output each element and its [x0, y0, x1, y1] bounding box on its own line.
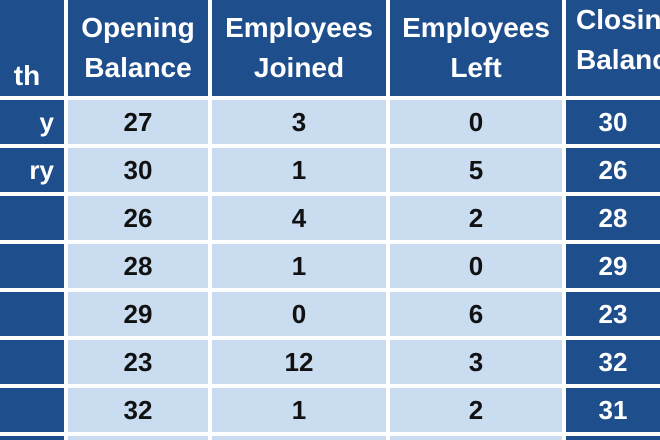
header-month-label: th — [13, 60, 41, 91]
header-closing-line1: Closin — [576, 4, 660, 35]
opening-balance-cell: 23 — [68, 340, 208, 384]
employees-left-cell: 2 — [390, 196, 562, 240]
employees-joined-cell-value: 4 — [291, 202, 307, 233]
opening-balance-cell-value: 28 — [123, 250, 153, 281]
employees-joined-cell: 0 — [212, 292, 386, 336]
employees-joined-cell: 3 — [212, 100, 386, 144]
employees-left-cell: 3 — [390, 340, 562, 384]
closing-balance-cell: 32 — [566, 340, 660, 384]
opening-balance-cell: 29 — [68, 292, 208, 336]
table-row-partial — [68, 436, 208, 440]
closing-balance-cell: 30 — [566, 100, 660, 144]
employees-joined-cell-value: 1 — [291, 154, 307, 185]
employees-left-cell-value: 2 — [468, 202, 484, 233]
opening-balance-cell-value: 30 — [123, 154, 153, 185]
employees-left-cell: 2 — [390, 388, 562, 432]
employees-left-cell-value: 0 — [468, 106, 484, 137]
header-joined-line2: Joined — [253, 52, 345, 83]
employees-left-cell-value: 5 — [468, 154, 484, 185]
employees-joined-cell: 4 — [212, 196, 386, 240]
employees-joined-cell: 12 — [212, 340, 386, 384]
employees-joined-cell-value: 0 — [291, 298, 307, 329]
month-cell — [0, 388, 64, 432]
employees-left-cell-value: 0 — [468, 250, 484, 281]
closing-balance-cell-value: 31 — [598, 394, 628, 425]
employees-left-cell: 5 — [390, 148, 562, 192]
header-opening-line1: Opening — [81, 12, 195, 43]
employees-joined-cell-value: 1 — [291, 250, 307, 281]
employees-joined-cell-value: 12 — [284, 346, 314, 377]
employees-left-cell-value: 2 — [468, 394, 484, 425]
table-row-partial — [212, 436, 386, 440]
header-joined-line1: Employees — [225, 12, 373, 43]
employees-left-cell: 0 — [390, 100, 562, 144]
opening-balance-cell: 28 — [68, 244, 208, 288]
opening-balance-cell-value: 32 — [123, 394, 153, 425]
closing-balance-cell-value: 23 — [598, 298, 628, 329]
header-month: th — [0, 0, 64, 96]
header-opening-line2: Balance — [84, 52, 192, 83]
closing-balance-cell: 28 — [566, 196, 660, 240]
table-row-partial — [0, 436, 64, 440]
opening-balance-cell-value: 26 — [123, 202, 153, 233]
header-opening-balance: Opening Balance — [68, 0, 208, 96]
header-employees-joined: Employees Joined — [212, 0, 386, 96]
employees-left-cell: 0 — [390, 244, 562, 288]
closing-balance-cell: 23 — [566, 292, 660, 336]
header-left-line2: Left — [450, 52, 502, 83]
table-row-partial — [566, 436, 660, 440]
opening-balance-cell-value: 29 — [123, 298, 153, 329]
opening-balance-cell: 27 — [68, 100, 208, 144]
month-cell-value: ry — [29, 154, 54, 185]
employees-left-cell-value: 6 — [468, 298, 484, 329]
opening-balance-cell-value: 23 — [123, 346, 153, 377]
employees-joined-cell: 1 — [212, 244, 386, 288]
closing-balance-cell: 26 — [566, 148, 660, 192]
opening-balance-cell: 32 — [68, 388, 208, 432]
header-employees-left: Employees Left — [390, 0, 562, 96]
employees-left-cell: 6 — [390, 292, 562, 336]
month-cell-value: y — [39, 106, 54, 137]
closing-balance-cell-value: 26 — [598, 154, 628, 185]
month-cell — [0, 196, 64, 240]
month-cell — [0, 244, 64, 288]
closing-balance-cell: 31 — [566, 388, 660, 432]
employees-joined-cell-value: 3 — [291, 106, 307, 137]
closing-balance-cell-value: 30 — [598, 106, 628, 137]
closing-balance-cell-value: 29 — [598, 250, 628, 281]
closing-balance-cell-value: 28 — [598, 202, 628, 233]
header-closing-line2: Balanc — [576, 44, 660, 75]
closing-balance-cell: 29 — [566, 244, 660, 288]
opening-balance-cell: 26 — [68, 196, 208, 240]
month-cell — [0, 292, 64, 336]
employees-joined-cell: 1 — [212, 148, 386, 192]
table-row-partial — [390, 436, 562, 440]
header-left-line1: Employees — [402, 12, 550, 43]
employees-joined-cell-value: 1 — [291, 394, 307, 425]
opening-balance-cell: 30 — [68, 148, 208, 192]
employees-joined-cell: 1 — [212, 388, 386, 432]
closing-balance-cell-value: 32 — [598, 346, 628, 377]
month-cell: y — [0, 100, 64, 144]
opening-balance-cell-value: 27 — [123, 106, 153, 137]
month-cell — [0, 340, 64, 384]
employees-left-cell-value: 3 — [468, 346, 484, 377]
month-cell: ry — [0, 148, 64, 192]
header-closing-balance: Closin Balanc — [566, 0, 660, 96]
